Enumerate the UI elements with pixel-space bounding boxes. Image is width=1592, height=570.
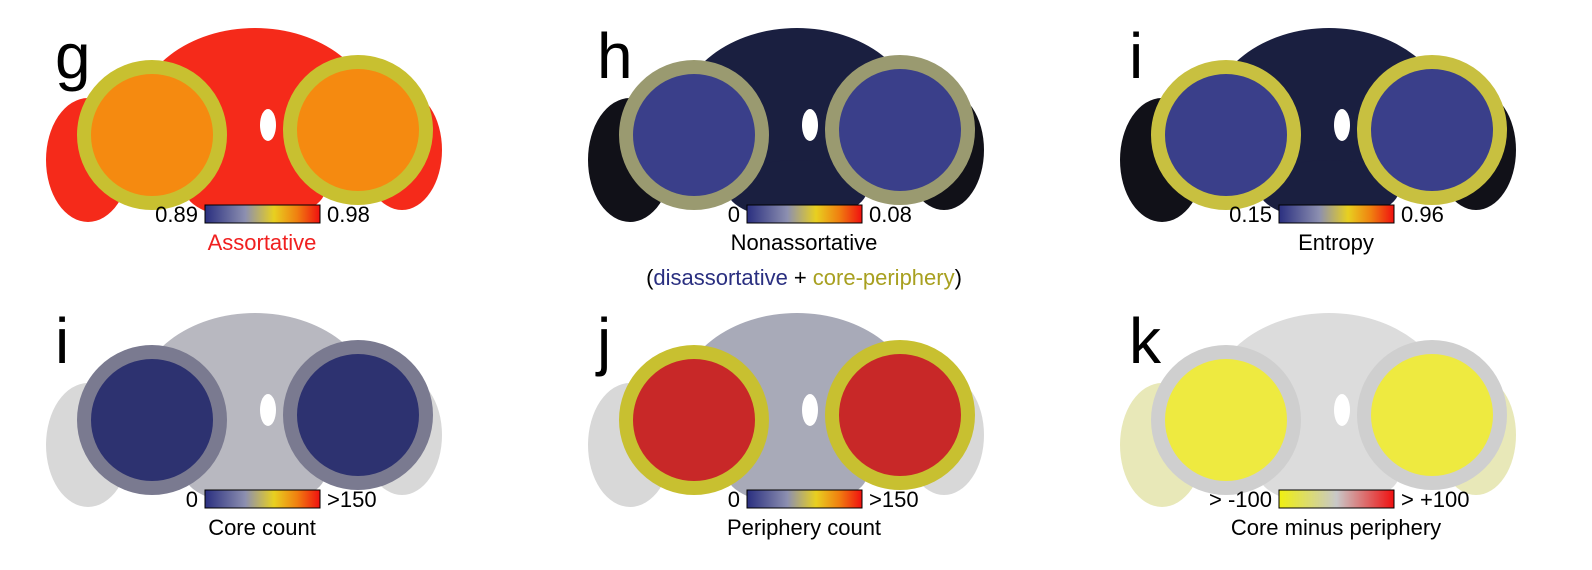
caption: Assortative: [208, 230, 317, 255]
brain-image: [1120, 313, 1516, 507]
brain-part: [77, 60, 227, 210]
colorbar-max-label: > +100: [1401, 487, 1470, 512]
brain-image: [588, 28, 984, 222]
panel: g 0.89 0.98 Assortative: [46, 20, 442, 255]
colorbar: [1278, 204, 1395, 224]
colorbar-max-label: 0.96: [1401, 202, 1444, 227]
colorbar-min-label: 0: [186, 487, 198, 512]
brain-part: [619, 345, 769, 495]
colorbar-max-label: >150: [327, 487, 377, 512]
colorbar: [746, 489, 863, 509]
caption-part: core-periphery: [813, 265, 955, 290]
caption-part: +: [794, 265, 807, 290]
brain-part: [1334, 109, 1350, 141]
brain-part: [825, 340, 975, 490]
caption-part: disassortative: [653, 265, 788, 290]
panel: i 0 >150 Core count: [46, 305, 442, 540]
panel: i 0.15 0.96 Entropy: [1120, 20, 1516, 255]
brain-part: [1357, 340, 1507, 490]
caption: Entropy: [1298, 230, 1374, 255]
brain-part: [619, 60, 769, 210]
brain-image: [46, 313, 442, 507]
panel-letter: g: [55, 20, 91, 92]
brain-image: [46, 28, 442, 222]
panel: j 0 >150 Periphery count: [588, 305, 984, 540]
brain-part: [1151, 60, 1301, 210]
colorbar-min-label: 0: [728, 487, 740, 512]
colorbar-max-label: 0.98: [327, 202, 370, 227]
brain-part: [77, 345, 227, 495]
colorbar-min-label: > -100: [1209, 487, 1272, 512]
brain-part: [283, 55, 433, 205]
caption: Periphery count: [727, 515, 881, 540]
panel: k > -100 > +100 Core minus periphery: [1120, 305, 1516, 540]
colorbar: [1278, 489, 1395, 509]
panel: h 0 0.08 Nonassortative (disassortative + core…: [588, 20, 984, 290]
brain-part: [1357, 55, 1507, 205]
caption-part: ): [955, 265, 962, 290]
caption: Nonassortative: [731, 230, 878, 255]
colorbar: [204, 204, 321, 224]
colorbar-min-label: 0: [728, 202, 740, 227]
brain-part: [802, 109, 818, 141]
caption: Core count: [208, 515, 316, 540]
caption-line: (disassortative + core-periphery): [646, 265, 962, 290]
brain-part: [825, 55, 975, 205]
colorbar-min-label: 0.15: [1229, 202, 1272, 227]
panel-letter: h: [597, 20, 633, 92]
brain-part: [260, 394, 276, 426]
panel-letter: k: [1129, 305, 1162, 377]
colorbar: [204, 489, 321, 509]
colorbar: [746, 204, 863, 224]
colorbar-min-label: 0.89: [155, 202, 198, 227]
brain-part: [283, 340, 433, 490]
caption: Core minus periphery: [1231, 515, 1441, 540]
panel-letter: i: [1129, 20, 1143, 92]
brain-part: [260, 109, 276, 141]
brain-image: [1120, 28, 1516, 222]
brain-part: [1334, 394, 1350, 426]
caption-part: (: [646, 265, 654, 290]
colorbar-max-label: 0.08: [869, 202, 912, 227]
panel-letter: i: [55, 305, 69, 377]
panel-letter: j: [595, 305, 611, 377]
brain-part: [1151, 345, 1301, 495]
colorbar-max-label: >150: [869, 487, 919, 512]
brain-part: [802, 394, 818, 426]
brain-image: [588, 313, 984, 507]
